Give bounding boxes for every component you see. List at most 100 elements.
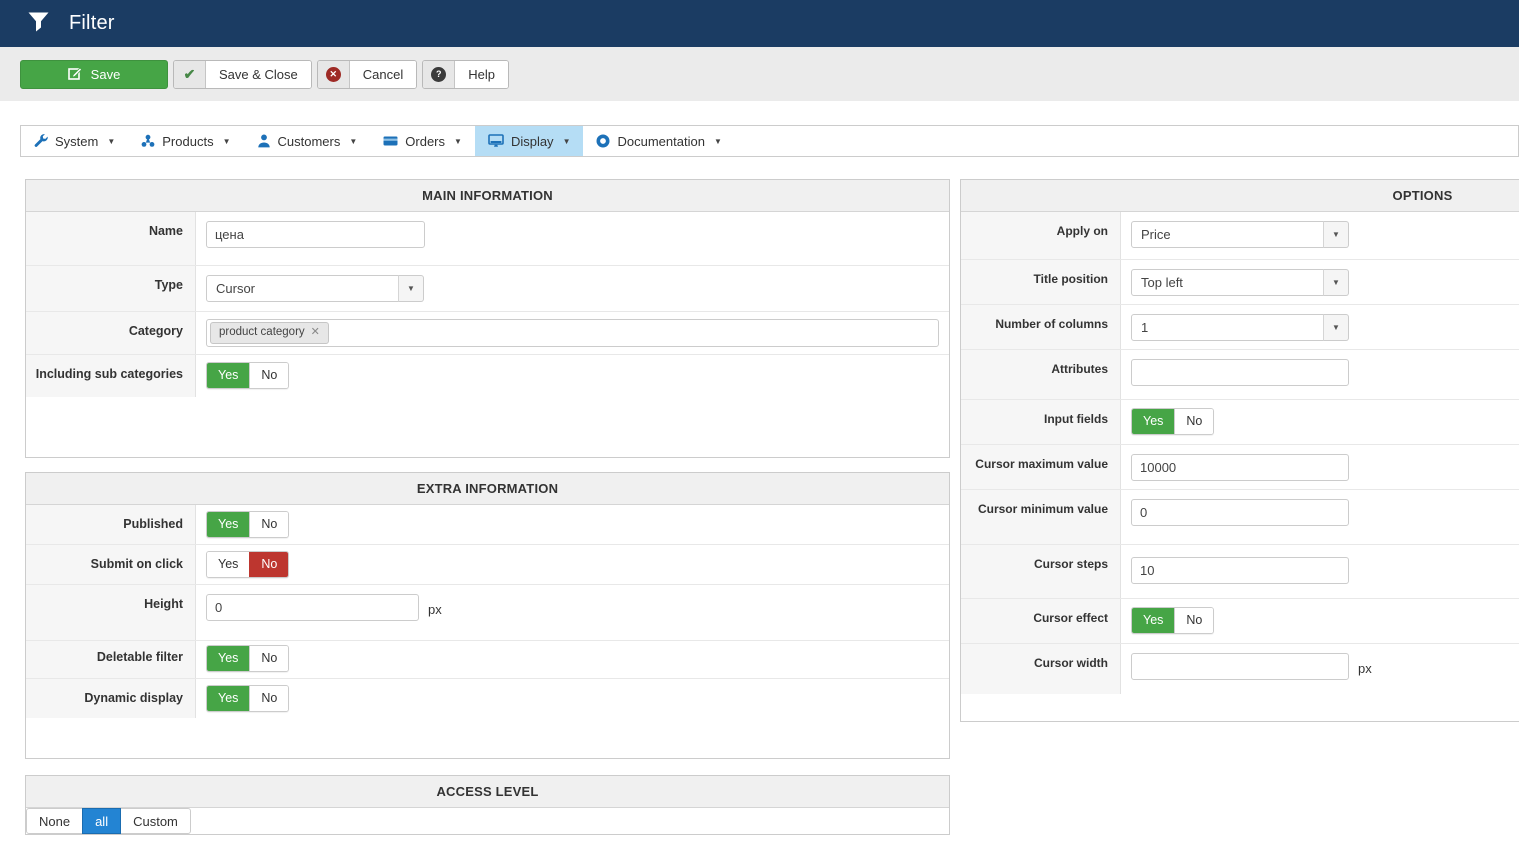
dynamic-display-toggle: Yes No — [206, 685, 290, 712]
attributes-row: Attributes — [961, 350, 1519, 400]
input-fields-label: Input fields — [961, 400, 1121, 444]
cursor-steps-row: Cursor steps — [961, 545, 1519, 599]
deletable-filter-label: Deletable filter — [26, 641, 196, 678]
menu-item-customers[interactable]: Customers ▼ — [244, 126, 371, 156]
cursor-width-unit: px — [1358, 661, 1372, 676]
input-fields-no-button[interactable]: No — [1174, 409, 1214, 434]
access-custom-button[interactable]: Custom — [120, 808, 191, 834]
cursor-width-input[interactable] — [1131, 653, 1349, 680]
dynamic-display-yes-button[interactable]: Yes — [207, 686, 250, 711]
dropdown-caret-icon[interactable]: ▼ — [398, 275, 424, 302]
attributes-input[interactable] — [1131, 359, 1349, 386]
main-information-panel: MAIN INFORMATION Name Type Cursor ▼ Cate… — [25, 179, 950, 458]
deletable-filter-no-button[interactable]: No — [249, 646, 289, 671]
cursor-maximum-value-row: Cursor maximum value — [961, 445, 1519, 490]
submit-on-click-no-button[interactable]: No — [249, 552, 289, 577]
submit-on-click-toggle: Yes No — [206, 551, 290, 578]
dynamic-display-row: Dynamic display Yes No — [26, 679, 949, 718]
deletable-filter-yes-button[interactable]: Yes — [207, 646, 250, 671]
cancel-circle-icon: ✕ — [317, 61, 350, 88]
sub-categories-yes-button[interactable]: Yes — [207, 363, 250, 388]
menu-item-display[interactable]: Display ▼ — [474, 126, 584, 156]
chevron-down-icon: ▼ — [349, 136, 358, 146]
number-of-columns-select-value: 1 — [1131, 314, 1324, 341]
dynamic-display-no-button[interactable]: No — [249, 686, 289, 711]
cursor-minimum-value-input[interactable] — [1131, 499, 1349, 526]
submit-on-click-row: Submit on click Yes No — [26, 545, 949, 585]
access-none-button[interactable]: None — [26, 808, 84, 834]
category-input[interactable]: product category ✕ — [206, 319, 939, 347]
wrench-icon — [34, 134, 48, 147]
user-icon — [257, 134, 270, 148]
cursor-effect-yes-button[interactable]: Yes — [1132, 608, 1175, 633]
apply-on-row: Apply on Price ▼ — [961, 212, 1519, 260]
cursor-effect-row: Cursor effect Yes No — [961, 599, 1519, 644]
title-position-label: Title position — [961, 260, 1121, 304]
check-icon: ✔ — [174, 61, 206, 88]
menu-item-system[interactable]: System ▼ — [21, 126, 128, 156]
apply-on-label: Apply on — [961, 212, 1121, 259]
published-no-button[interactable]: No — [249, 512, 289, 537]
credit-card-icon — [383, 136, 398, 146]
cancel-button[interactable]: ✕ Cancel — [316, 60, 418, 89]
help-button[interactable]: ? Help — [422, 60, 509, 89]
submit-on-click-yes-button[interactable]: Yes — [207, 552, 250, 577]
extra-information-panel: EXTRA INFORMATION Published Yes No Submi… — [25, 472, 950, 759]
sub-categories-row: Including sub categories Yes No — [26, 355, 949, 397]
save-close-button[interactable]: ✔ Save & Close — [173, 60, 312, 89]
category-row: Category product category ✕ — [26, 312, 949, 355]
panel-spacer — [26, 718, 949, 758]
submit-on-click-label: Submit on click — [26, 545, 196, 584]
input-fields-yes-button[interactable]: Yes — [1132, 409, 1175, 434]
menu-item-orders[interactable]: Orders ▼ — [370, 126, 475, 156]
cursor-minimum-value-row: Cursor minimum value — [961, 490, 1519, 545]
title-position-select-value: Top left — [1131, 269, 1324, 296]
category-label: Category — [26, 312, 196, 354]
extra-information-title: EXTRA INFORMATION — [26, 473, 949, 505]
cursor-width-label: Cursor width — [961, 644, 1121, 694]
title-position-select[interactable]: Top left ▼ — [1131, 269, 1349, 296]
cursor-maximum-value-input[interactable] — [1131, 454, 1349, 481]
category-tag: product category ✕ — [210, 322, 329, 344]
chevron-down-icon: ▼ — [562, 136, 571, 146]
type-select[interactable]: Cursor ▼ — [206, 275, 424, 302]
category-tag-label: product category — [219, 326, 305, 339]
cursor-effect-no-button[interactable]: No — [1174, 608, 1214, 633]
type-label: Type — [26, 266, 196, 311]
options-panel: OPTIONS Apply on Price ▼ Title position … — [960, 179, 1519, 722]
life-ring-icon — [596, 134, 610, 148]
toolbar: Save ✔ Save & Close ✕ Cancel ? Help — [0, 47, 1519, 101]
title-position-row: Title position Top left ▼ — [961, 260, 1519, 305]
cursor-effect-toggle: Yes No — [1131, 607, 1215, 634]
published-yes-button[interactable]: Yes — [207, 512, 250, 537]
sub-categories-no-button[interactable]: No — [249, 363, 289, 388]
left-column: MAIN INFORMATION Name Type Cursor ▼ Cate… — [25, 179, 950, 835]
dropdown-caret-icon[interactable]: ▼ — [1323, 221, 1349, 248]
cancel-button-label: Cancel — [349, 61, 417, 88]
dropdown-caret-icon[interactable]: ▼ — [1323, 314, 1349, 341]
name-input[interactable] — [206, 221, 425, 248]
cursor-steps-input[interactable] — [1131, 557, 1349, 584]
menu-item-products[interactable]: Products ▼ — [128, 126, 243, 156]
cubes-icon — [141, 134, 155, 147]
filter-funnel-icon — [28, 12, 49, 35]
menu-label-products: Products — [162, 133, 214, 149]
menu-label-display: Display — [510, 133, 554, 149]
options-title: OPTIONS — [961, 180, 1519, 212]
dropdown-caret-icon[interactable]: ▼ — [1323, 269, 1349, 296]
height-input[interactable] — [206, 594, 419, 621]
apply-on-select[interactable]: Price ▼ — [1131, 221, 1349, 248]
menu-label-documentation: Documentation — [617, 133, 705, 149]
attributes-label: Attributes — [961, 350, 1121, 399]
tag-remove-icon[interactable]: ✕ — [310, 326, 320, 339]
access-level-title: ACCESS LEVEL — [26, 776, 949, 808]
dynamic-display-label: Dynamic display — [26, 679, 196, 718]
input-fields-row: Input fields Yes No — [961, 400, 1519, 445]
menu-item-documentation[interactable]: Documentation ▼ — [583, 126, 734, 156]
access-level-panel: ACCESS LEVEL None all Custom — [25, 775, 950, 835]
menu-label-customers: Customers — [277, 133, 341, 149]
number-of-columns-select[interactable]: 1 ▼ — [1131, 314, 1349, 341]
save-button[interactable]: Save — [20, 60, 168, 89]
access-all-button[interactable]: all — [82, 808, 122, 834]
panel-spacer — [961, 694, 1519, 721]
